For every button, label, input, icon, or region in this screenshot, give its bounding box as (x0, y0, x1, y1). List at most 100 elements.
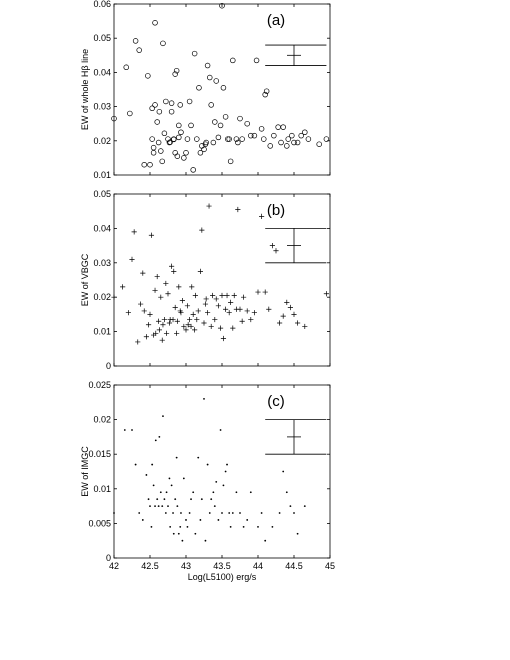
data-point (195, 308, 201, 314)
y-axis-label: EW of VBGC (80, 253, 90, 306)
data-point (295, 320, 301, 326)
data-point (231, 292, 237, 299)
data-point (149, 505, 151, 507)
data-point (223, 306, 229, 312)
data-point (154, 505, 156, 507)
data-point (323, 136, 330, 142)
data-point (219, 2, 225, 9)
data-point (185, 519, 187, 521)
data-point (164, 512, 167, 514)
y-tick-label: 0.03 (93, 258, 111, 268)
data-point (163, 330, 170, 336)
data-point (271, 525, 274, 528)
data-point (163, 498, 166, 501)
data-point (222, 114, 229, 120)
data-point (229, 525, 232, 528)
data-point (302, 129, 308, 136)
y-tick-label: 0.02 (93, 415, 111, 425)
data-point (255, 289, 261, 295)
data-point (150, 525, 153, 528)
data-point (152, 287, 158, 293)
data-point (171, 268, 177, 274)
data-point (246, 519, 249, 521)
data-point (224, 470, 227, 473)
data-point (215, 134, 222, 141)
data-point (231, 512, 234, 514)
data-point (184, 136, 191, 142)
data-point (212, 491, 215, 494)
data-point (186, 525, 189, 528)
y-tick-label: 0.015 (88, 449, 111, 459)
data-point (143, 334, 149, 340)
data-point (239, 512, 241, 514)
x-tick-label: 43.5 (213, 561, 231, 571)
data-point (131, 229, 137, 235)
axes-box (113, 384, 331, 559)
data-point (226, 463, 228, 466)
data-point (284, 143, 290, 149)
data-point (185, 322, 191, 328)
data-point (145, 474, 148, 476)
panel-label: (b) (267, 202, 285, 219)
data-point (289, 505, 292, 507)
data-point (244, 120, 250, 127)
data-point (282, 470, 285, 473)
data-point (165, 291, 171, 297)
data-point (149, 105, 155, 112)
data-point (150, 144, 157, 151)
data-point (160, 322, 166, 328)
data-point (174, 330, 180, 336)
data-point (166, 320, 173, 326)
data-point (213, 78, 219, 84)
y-tick-label: 0.02 (93, 136, 111, 146)
data-point (303, 505, 306, 507)
data-point (213, 296, 219, 302)
data-point (192, 292, 198, 299)
data-point (208, 512, 211, 514)
data-point (167, 505, 169, 507)
data-point (222, 484, 225, 487)
data-point (160, 40, 166, 47)
data-point (190, 311, 196, 317)
data-point (215, 303, 221, 309)
data-point (155, 139, 162, 146)
y-tick-label: 0.025 (88, 380, 111, 390)
data-point (173, 67, 180, 74)
y-axis-label: EW of IMGC (80, 446, 90, 497)
data-point (192, 327, 198, 333)
data-point (167, 139, 173, 145)
y-tick-label: 0.01 (93, 170, 111, 180)
data-point (244, 308, 250, 314)
data-point (293, 512, 295, 514)
data-point (294, 139, 301, 146)
data-point (158, 148, 164, 154)
data-point (203, 397, 205, 400)
data-point (190, 498, 192, 501)
data-point (204, 539, 207, 542)
data-point (176, 284, 182, 290)
data-point (204, 62, 211, 69)
data-point (253, 57, 260, 64)
data-point (192, 491, 195, 494)
data-point (298, 132, 304, 139)
data-point (219, 292, 225, 299)
data-point (199, 227, 205, 233)
data-point (262, 91, 268, 98)
data-point (280, 313, 286, 319)
data-point (207, 74, 213, 81)
data-point (220, 85, 227, 91)
data-point (227, 158, 234, 165)
data-point (269, 243, 275, 249)
data-point (235, 139, 241, 146)
y-tick-label: 0.02 (93, 292, 111, 302)
data-point (161, 130, 168, 137)
data-point (213, 505, 216, 507)
data-point (168, 100, 175, 106)
panel-b: 0 0.01 0.02 0.03 0.04 0.05 EW of VBGC (b) (80, 189, 331, 371)
data-point (158, 294, 164, 300)
data-point (275, 124, 281, 130)
data-point (172, 304, 178, 311)
data-point (289, 132, 295, 139)
data-point (263, 88, 270, 94)
data-point (260, 512, 263, 514)
